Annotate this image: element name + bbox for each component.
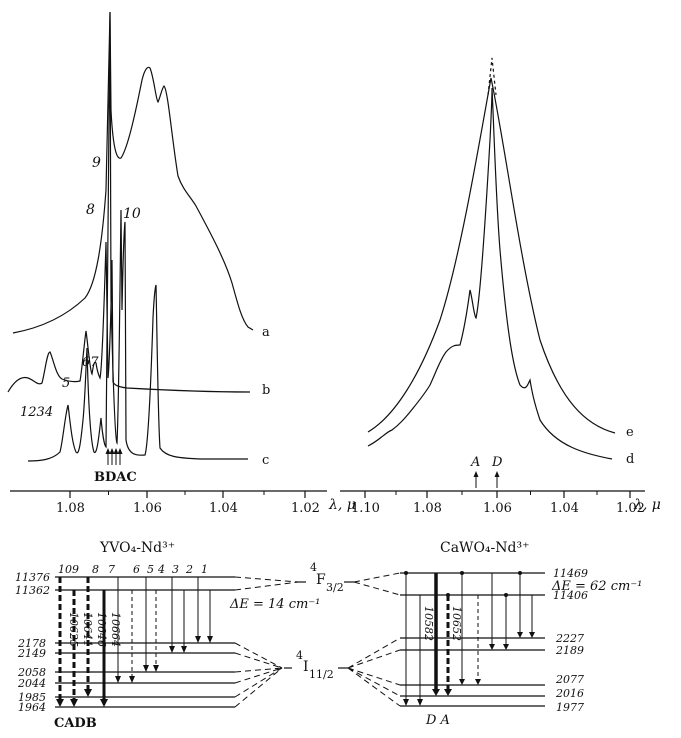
yvo4-transition-number-1: 1 bbox=[201, 563, 208, 576]
yvo4-transition-number-5: 5 bbox=[147, 563, 154, 576]
peak-label-10: 10 bbox=[123, 206, 141, 222]
cawo4-transition-arrows bbox=[403, 571, 535, 706]
yvo4-lower-label-1: 2149 bbox=[17, 647, 46, 660]
right-axis-tick-label-2: 1.06 bbox=[483, 501, 512, 516]
yvo4-lower-label-3: 2044 bbox=[17, 677, 46, 690]
yvo4-upper-label-1: 11362 bbox=[15, 584, 50, 597]
cawo4-lower-label-1: 2189 bbox=[555, 644, 584, 657]
left-axis-unit: λ, μ bbox=[328, 497, 356, 513]
marker-label-bdac: BDAC bbox=[94, 470, 137, 485]
peak-label-8: 8 bbox=[86, 202, 95, 218]
curve-e-dashed-tip bbox=[487, 57, 497, 96]
left-axis-tick-label-1: 1.06 bbox=[133, 501, 162, 516]
cawo4-upper-label-0: 11469 bbox=[553, 567, 588, 580]
cawo4-level-diagram: CaWO₄-Nd³⁺ 11469 11406 2227 2189 2077 20… bbox=[347, 540, 642, 728]
peak-label-9: 9 bbox=[92, 155, 101, 171]
right-axis-tick-label-3: 1.04 bbox=[550, 501, 579, 516]
yvo4-lower-label-4: 1985 bbox=[18, 691, 46, 704]
yvo4-lower-label-0: 2178 bbox=[17, 637, 46, 650]
yvo4-vertical-label-2: 10646 bbox=[95, 612, 108, 647]
yvo4-bottom-text: CADB bbox=[54, 716, 97, 731]
i-state-main: I bbox=[303, 659, 309, 675]
curve-c bbox=[27, 11, 248, 462]
right-axis-tick-label-1: 1.08 bbox=[413, 501, 442, 516]
yvo4-transition-numbers: 10 9 8 7 6 5 4 3 2 1 bbox=[58, 563, 208, 576]
f-state-sub: 3/2 bbox=[326, 581, 344, 594]
cawo4-title: CaWO₄-Nd³⁺ bbox=[440, 540, 529, 556]
cawo4-lower-label-2: 2077 bbox=[555, 673, 584, 686]
right-axis-tick-label-0: 1.10 bbox=[351, 501, 380, 516]
yvo4-vertical-label-0: 10625 bbox=[67, 612, 80, 647]
left-axis-tick-label-0: 1.08 bbox=[56, 501, 85, 516]
left-marker-arrows bbox=[105, 448, 123, 465]
yvo4-vertical-label-3: 10664 bbox=[109, 612, 122, 647]
cawo4-lower-label-4: 1977 bbox=[556, 701, 584, 714]
cawo4-upper-label-1: 11406 bbox=[553, 589, 588, 602]
curve-d bbox=[367, 87, 613, 460]
yvo4-transition-number-3: 3 bbox=[172, 563, 179, 576]
yvo4-lower-label-2: 2058 bbox=[17, 666, 46, 679]
cawo4-spectrum-panel: 1.10 1.08 1.06 1.04 1.02 A D e d bbox=[340, 57, 645, 516]
cawo4-i-connectors bbox=[347, 637, 401, 707]
yvo4-lower-label-5: 1964 bbox=[18, 701, 46, 714]
f-state-main: F bbox=[316, 572, 326, 588]
curve-a bbox=[12, 11, 254, 334]
yvo4-spectrum-panel: 1.08 1.06 1.04 1.02 a b c 1234 5 67 8 9 10 … bbox=[7, 11, 327, 516]
yvo4-f-connectors bbox=[234, 576, 299, 591]
right-axis-unit: λ, μ bbox=[633, 497, 661, 513]
yvo4-transition-number-2: 2 bbox=[185, 563, 193, 576]
cawo4-lower-label-3: 2016 bbox=[555, 687, 584, 700]
cawo4-f-connectors bbox=[353, 572, 401, 596]
peak-label-1234: 1234 bbox=[20, 405, 53, 420]
peak-label-5: 5 bbox=[62, 376, 70, 391]
f-state-sup: 4 bbox=[310, 561, 317, 574]
curve-label-d: d bbox=[626, 452, 634, 467]
left-axis-tick-label-2: 1.04 bbox=[209, 501, 238, 516]
cawo4-lower-label-0: 2227 bbox=[555, 632, 584, 645]
yvo4-transition-number-4: 4 bbox=[157, 563, 165, 576]
yvo4-upper-label-0: 11376 bbox=[15, 571, 50, 584]
yvo4-level-diagram: YVO₄-Nd³⁺ 10 9 8 7 6 5 4 3 2 1 11376 11362 2178 2… bbox=[15, 540, 320, 731]
yvo4-transition-number-10: 10 bbox=[58, 563, 72, 576]
left-axis-tick-label-3: 1.02 bbox=[291, 501, 320, 516]
cawo4-vertical-label-0: 10582 bbox=[422, 606, 435, 641]
yvo4-transition-arrows bbox=[56, 577, 213, 707]
yvo4-delta-e: ΔE = 14 cm⁻¹ bbox=[229, 597, 320, 612]
cawo4-vertical-label-1: 10652 bbox=[450, 606, 463, 641]
curve-e bbox=[367, 77, 616, 434]
yvo4-i-connectors bbox=[234, 642, 283, 708]
marker-label-a: A bbox=[470, 455, 480, 470]
yvo4-transition-number-9: 9 bbox=[72, 563, 79, 576]
cawo4-delta-e: ΔE = 62 cm⁻¹ bbox=[551, 579, 642, 594]
right-axis-tick-label-4: 1.02 bbox=[616, 501, 645, 516]
left-axis-ticks: 1.08 1.06 1.04 1.02 bbox=[56, 491, 320, 516]
curve-label-a: a bbox=[262, 325, 270, 340]
yvo4-transition-number-6: 6 bbox=[133, 563, 140, 576]
i-state-sup: 4 bbox=[296, 649, 303, 662]
i-state-sub: 11/2 bbox=[309, 668, 334, 681]
marker-label-d: D bbox=[491, 455, 503, 470]
right-marker-arrows bbox=[473, 471, 500, 488]
cawo4-bottom-text: D A bbox=[425, 713, 450, 728]
curve-label-b: b bbox=[262, 383, 270, 398]
peak-label-67: 67 bbox=[82, 355, 99, 370]
yvo4-transition-number-7: 7 bbox=[108, 563, 115, 576]
curve-b bbox=[7, 241, 251, 393]
right-axis-ticks: 1.10 1.08 1.06 1.04 1.02 bbox=[351, 491, 645, 516]
yvo4-title: YVO₄-Nd³⁺ bbox=[99, 540, 175, 556]
yvo4-vertical-label-1: 10641 bbox=[81, 612, 94, 647]
curve-label-c: c bbox=[262, 453, 269, 468]
yvo4-transition-number-8: 8 bbox=[92, 563, 99, 576]
curve-label-e: e bbox=[626, 425, 634, 440]
